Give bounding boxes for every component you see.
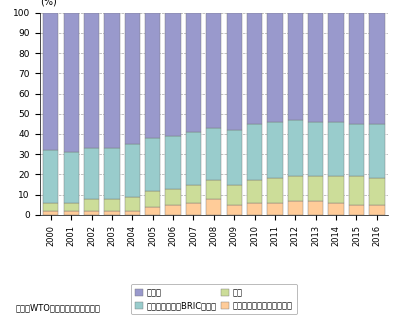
Bar (104, 148, 120, 199)
Bar (308, 176, 324, 201)
Bar (247, 203, 262, 215)
Bar (247, 124, 262, 180)
Bar (125, 197, 140, 211)
Bar (328, 13, 344, 122)
Bar (125, 144, 140, 197)
Bar (247, 13, 262, 124)
Bar (186, 185, 201, 203)
Bar (349, 124, 364, 176)
Bar (104, 13, 120, 148)
Bar (63, 211, 79, 215)
Text: (%): (%) (41, 0, 57, 7)
Bar (328, 122, 344, 176)
Text: 資料：WTOから経済産業省作成。: 資料：WTOから経済産業省作成。 (16, 304, 101, 313)
Bar (288, 13, 303, 120)
Bar (125, 211, 140, 215)
Bar (227, 185, 242, 205)
Bar (247, 180, 262, 203)
Bar (43, 211, 59, 215)
Bar (145, 138, 160, 191)
Bar (369, 179, 385, 205)
Bar (227, 205, 242, 215)
Bar (206, 128, 221, 180)
Bar (125, 13, 140, 144)
Bar (166, 136, 181, 189)
Bar (349, 13, 364, 124)
Bar (288, 201, 303, 215)
Bar (63, 203, 79, 211)
Bar (206, 180, 221, 199)
Bar (369, 124, 385, 179)
Bar (186, 13, 201, 132)
Bar (267, 122, 283, 179)
Bar (227, 13, 242, 130)
Bar (328, 176, 344, 203)
Bar (186, 132, 201, 185)
Bar (145, 13, 160, 138)
Bar (104, 211, 120, 215)
Bar (84, 199, 99, 211)
Bar (43, 13, 59, 150)
Bar (369, 205, 385, 215)
Bar (206, 199, 221, 215)
Bar (84, 148, 99, 199)
Bar (328, 203, 344, 215)
Bar (308, 201, 324, 215)
Bar (63, 152, 79, 203)
Bar (63, 13, 79, 152)
Bar (288, 176, 303, 201)
Bar (267, 203, 283, 215)
Bar (267, 179, 283, 203)
Bar (308, 13, 324, 122)
Bar (369, 13, 385, 124)
Bar (308, 122, 324, 176)
Bar (43, 203, 59, 211)
Bar (145, 191, 160, 207)
Bar (206, 13, 221, 128)
Bar (104, 199, 120, 211)
Bar (349, 176, 364, 205)
Bar (145, 207, 160, 215)
Bar (43, 150, 59, 203)
Bar (166, 189, 181, 205)
Bar (84, 13, 99, 148)
Bar (166, 13, 181, 136)
Bar (349, 205, 364, 215)
Bar (84, 211, 99, 215)
Bar (288, 120, 303, 176)
Legend: 先進国, 新兴・途上国（BRIC除く）, 中国, ブラジル・ロシア・インド: 先進国, 新兴・途上国（BRIC除く）, 中国, ブラジル・ロシア・インド (131, 284, 297, 314)
Bar (227, 130, 242, 185)
Bar (186, 203, 201, 215)
Bar (267, 13, 283, 122)
Bar (166, 205, 181, 215)
